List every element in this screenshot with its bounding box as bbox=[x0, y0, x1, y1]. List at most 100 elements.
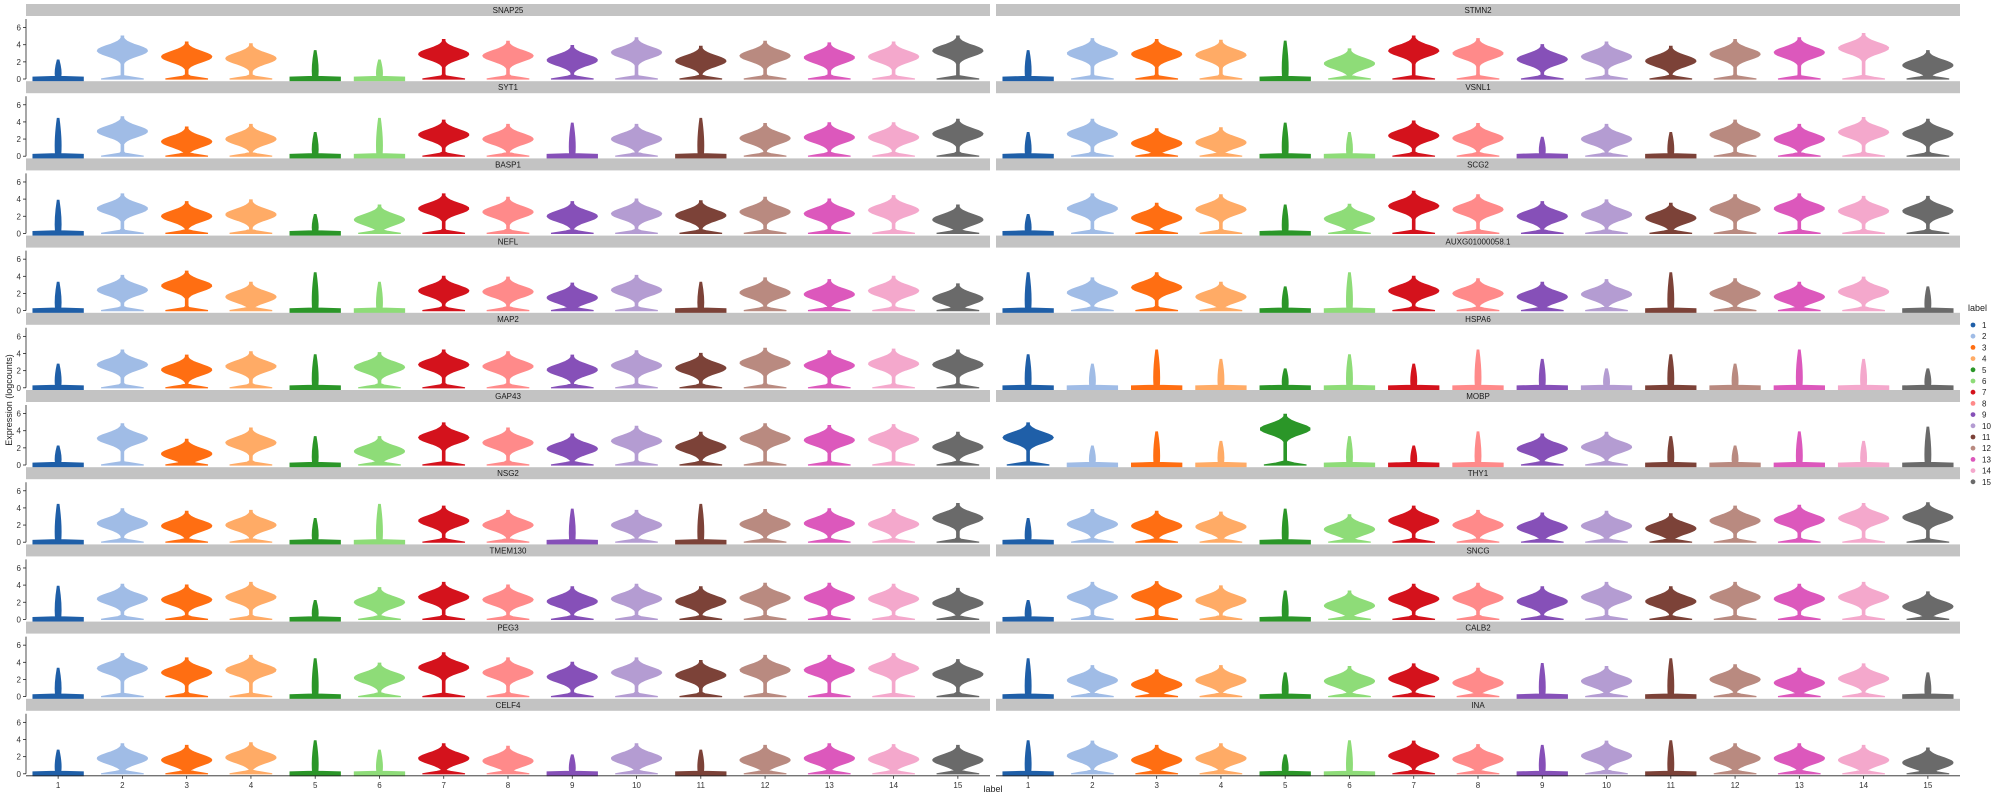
violin-VSNL1-11 bbox=[1645, 132, 1697, 159]
facet-strip bbox=[996, 621, 1960, 634]
violin-GAP43-8 bbox=[482, 427, 534, 466]
violin-SNAP25-11 bbox=[675, 45, 727, 80]
legend-label-6: 6 bbox=[1982, 377, 1987, 386]
y-tick-label: 6 bbox=[17, 410, 22, 419]
legend-label-8: 8 bbox=[1982, 399, 1987, 408]
violin-AUXG01000058.1-10 bbox=[1580, 279, 1633, 312]
violin-PEG3-7 bbox=[418, 652, 470, 698]
x-tick-label: 8 bbox=[506, 781, 511, 790]
violin-NSG2-7 bbox=[418, 505, 470, 543]
violin-CALB2-12 bbox=[1709, 664, 1761, 698]
facet-panel: BASP1 0 2 4 6 bbox=[17, 158, 990, 238]
legend-key-5 bbox=[1970, 367, 1976, 373]
y-tick-label: 6 bbox=[17, 24, 22, 33]
violin-MAP2-11 bbox=[674, 352, 727, 389]
violin-SNCG-15 bbox=[1902, 591, 1954, 620]
y-tick-label: 6 bbox=[17, 718, 22, 727]
violin-AUXG01000058.1-9 bbox=[1516, 281, 1568, 312]
violin-HSPA6-15 bbox=[1902, 368, 1954, 391]
violin-THY1-8 bbox=[1452, 509, 1504, 543]
violin-CELF4-5 bbox=[289, 740, 341, 777]
y-tick-label: 4 bbox=[17, 118, 22, 127]
violin-VSNL1-7 bbox=[1388, 120, 1440, 157]
violin-NEFL-10 bbox=[610, 274, 663, 312]
legend-label-12: 12 bbox=[1982, 444, 1991, 453]
legend-label-7: 7 bbox=[1982, 388, 1987, 397]
legend-key-12 bbox=[1970, 445, 1976, 451]
violin-SCG2-9 bbox=[1516, 201, 1568, 234]
violin-GAP43-4 bbox=[225, 427, 277, 466]
violin-THY1-15 bbox=[1902, 502, 1954, 543]
x-tick-label: 5 bbox=[1283, 781, 1288, 790]
x-tick-label: 13 bbox=[825, 781, 834, 790]
violin-NSG2-3 bbox=[161, 510, 213, 543]
violin-BASP1-7 bbox=[418, 193, 470, 234]
violin-PEG3-9 bbox=[546, 661, 599, 698]
violin-BASP1-1 bbox=[32, 199, 84, 236]
violin-THY1-3 bbox=[1131, 510, 1183, 543]
violin-STMN2-11 bbox=[1645, 45, 1697, 80]
violin-CELF4-11 bbox=[675, 749, 727, 777]
violin-SNCG-14 bbox=[1837, 581, 1890, 620]
facet-panel: MOBP bbox=[996, 390, 1960, 468]
violin-NSG2-11 bbox=[675, 503, 727, 545]
violin-SYT1-3 bbox=[160, 126, 213, 157]
facet-panel: VSNL1 bbox=[996, 81, 1960, 159]
violin-TMEM130-3 bbox=[160, 584, 213, 620]
violin-NSG2-5 bbox=[289, 518, 341, 545]
violin-STMN2-15 bbox=[1902, 50, 1954, 80]
violin-CELF4-14 bbox=[867, 744, 920, 775]
x-tick-label: 15 bbox=[1923, 781, 1932, 790]
violin-NEFL-6 bbox=[353, 281, 406, 313]
violin-GAP43-10 bbox=[610, 425, 663, 466]
violin-GAP43-1 bbox=[32, 445, 84, 468]
legend-key-7 bbox=[1970, 389, 1976, 395]
x-tick-label: 7 bbox=[1412, 781, 1417, 790]
facet-strip-label: VSNL1 bbox=[1465, 83, 1491, 92]
violin-HSPA6-13 bbox=[1773, 349, 1825, 391]
facet-strip bbox=[26, 235, 990, 248]
violin-STMN2-3 bbox=[1131, 39, 1183, 80]
facet-panel: AUXG01000058.1 bbox=[996, 235, 1960, 313]
violin-GAP43-13 bbox=[803, 425, 855, 466]
violin-MAP2-14 bbox=[867, 348, 920, 389]
y-tick-label: 2 bbox=[17, 753, 22, 762]
violin-SNCG-2 bbox=[1066, 581, 1119, 620]
violin-TMEM130-4 bbox=[225, 581, 277, 620]
violin-CELF4-3 bbox=[161, 744, 213, 775]
violin-MAP2-4 bbox=[225, 351, 277, 389]
x-tick-label: 11 bbox=[1667, 781, 1676, 790]
violin-NEFL-1 bbox=[32, 281, 84, 313]
y-tick-label: 4 bbox=[17, 195, 22, 204]
violin-MOBP-8 bbox=[1452, 431, 1504, 468]
violin-STMN2-5 bbox=[1259, 40, 1311, 82]
violin-MAP2-5 bbox=[289, 354, 341, 391]
y-axis-title: Expression (logcounts) bbox=[4, 354, 14, 446]
violin-MOBP-12 bbox=[1709, 445, 1761, 468]
violin-STMN2-7 bbox=[1387, 35, 1440, 80]
violin-PEG3-15 bbox=[932, 659, 984, 698]
violin-PEG3-2 bbox=[96, 653, 149, 698]
violin-BASP1-8 bbox=[482, 196, 534, 234]
violin-BASP1-12 bbox=[739, 196, 791, 234]
y-tick-label: 2 bbox=[17, 521, 22, 530]
facet-panel: PEG3 0 2 4 6 bbox=[17, 621, 990, 702]
violin-SYT1-15 bbox=[932, 118, 984, 157]
facet-strip-label: AUXG01000058.1 bbox=[1446, 238, 1511, 247]
violin-GAP43-12 bbox=[739, 423, 791, 466]
violin-CELF4-8 bbox=[482, 745, 534, 775]
y-tick-label: 2 bbox=[17, 598, 22, 607]
y-tick-label: 0 bbox=[17, 75, 22, 84]
facet-strip bbox=[996, 4, 1960, 16]
facet-strip bbox=[26, 158, 990, 171]
x-tick-label: 9 bbox=[1540, 781, 1545, 790]
violin-TMEM130-14 bbox=[867, 583, 920, 620]
violin-STMN2-13 bbox=[1773, 37, 1825, 80]
facet-panel: TMEM130 0 2 4 6 bbox=[17, 544, 990, 624]
violin-CELF4-10 bbox=[610, 743, 663, 775]
y-tick-label: 4 bbox=[17, 736, 22, 745]
violin-VSNL1-3 bbox=[1130, 128, 1183, 157]
